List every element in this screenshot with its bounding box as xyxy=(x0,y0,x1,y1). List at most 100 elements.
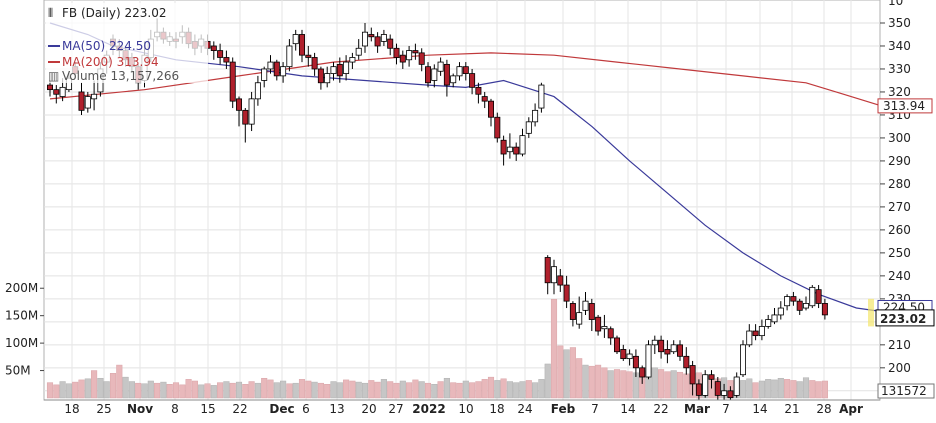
candle-body xyxy=(595,316,602,332)
candle-body xyxy=(809,286,816,307)
candle-body xyxy=(551,266,558,284)
volume-bar xyxy=(563,349,570,399)
candle-body xyxy=(639,367,646,378)
ma200-price-tag-label: 313.94 xyxy=(883,99,925,113)
ma50-legend-label: MA(50) 224.50 xyxy=(62,39,151,53)
candle-body xyxy=(620,349,627,360)
volume-bar xyxy=(424,382,432,399)
candle-body xyxy=(298,34,305,56)
volume-bar xyxy=(538,379,545,399)
last-price-tag-label: 223.02 xyxy=(880,312,926,326)
price-tick-label: 300 xyxy=(888,131,911,145)
candle-body xyxy=(658,339,665,353)
candle-body xyxy=(273,61,280,77)
volume-bar xyxy=(771,379,778,399)
candle-body xyxy=(78,91,85,111)
candle-body xyxy=(790,296,797,302)
date-tick-label: Mar xyxy=(684,402,710,416)
volume-bar xyxy=(815,381,822,399)
volume-bar xyxy=(418,381,425,399)
candle-body xyxy=(645,344,652,378)
volume-bar xyxy=(122,376,129,399)
volume-tick-label: 50M xyxy=(5,364,31,378)
candle-body xyxy=(563,284,570,302)
volume-bar xyxy=(500,378,507,399)
volume-bar xyxy=(103,381,110,399)
volume-bar xyxy=(765,379,772,399)
candle-body xyxy=(443,63,450,86)
volume-tag xyxy=(877,383,935,399)
grid-lines xyxy=(44,0,880,400)
candle-body xyxy=(280,66,287,77)
candle-body xyxy=(418,52,425,65)
price-tick-label: 270 xyxy=(888,200,911,214)
volume-bar xyxy=(179,384,186,399)
candle-body xyxy=(569,303,576,320)
date-tick-label: 22 xyxy=(653,402,668,416)
candle-body xyxy=(481,96,488,102)
date-tick-label: 2022 xyxy=(412,402,445,416)
date-tick-label: 8 xyxy=(171,402,179,416)
candle-body xyxy=(424,66,431,84)
price-tick-label: 10 xyxy=(888,0,903,8)
price-tick-label: 200 xyxy=(888,361,911,375)
candle-body xyxy=(525,121,532,134)
date-tick-label: 21 xyxy=(784,402,799,416)
volume-bar xyxy=(519,381,526,399)
last-price-tag xyxy=(875,309,935,327)
volume-bar xyxy=(355,381,362,399)
volume-bar xyxy=(746,378,753,399)
candle-icon: ⫴ xyxy=(48,6,53,20)
candle-body xyxy=(695,383,702,396)
candle-body xyxy=(784,296,791,307)
volume-bar xyxy=(431,384,438,399)
volume-bar xyxy=(613,369,621,399)
volume-bar xyxy=(557,345,564,399)
volume-bar xyxy=(166,384,173,399)
date-tick-label: 28 xyxy=(816,402,831,416)
candle-body xyxy=(487,100,494,118)
price-tick-label: 340 xyxy=(888,39,911,53)
price-tick-label: 250 xyxy=(888,246,911,260)
candle-body xyxy=(513,146,520,155)
date-axis: 18 25 Nov 8 15 22 Dec 6 13 20 27 2022 10 18 24 Feb 7 14 22… xyxy=(44,399,880,416)
candle-body xyxy=(261,68,268,81)
volume-bar xyxy=(147,380,154,399)
date-tick-label: 7 xyxy=(722,402,730,416)
date-tick-label: 20 xyxy=(361,402,376,416)
volume-bar xyxy=(311,381,318,399)
candle-body xyxy=(670,344,677,353)
candle-body xyxy=(588,303,595,320)
candle-body xyxy=(815,289,822,304)
volume-bar xyxy=(412,379,419,399)
volume-bar xyxy=(349,380,356,399)
price-axis: 1902002102202302402502602702802903003103… xyxy=(880,0,911,398)
volume-bar xyxy=(91,370,98,399)
volume-bar xyxy=(374,381,381,399)
volume-tick-label: 150M xyxy=(5,309,38,323)
candle-body xyxy=(393,47,400,58)
volume-tag-label: 131572 xyxy=(881,384,927,398)
date-tick-label: 10 xyxy=(458,402,473,416)
volume-bar xyxy=(254,382,261,399)
candle-body xyxy=(494,116,501,139)
volume-bar xyxy=(588,365,595,399)
candle-body xyxy=(59,86,66,97)
volume-bar xyxy=(84,378,91,399)
candle-body xyxy=(475,86,482,95)
volume-bar xyxy=(569,347,576,399)
volume-bar xyxy=(525,380,532,399)
candle-body xyxy=(462,66,469,74)
volume-tick-label: 100M xyxy=(5,336,38,350)
volume-bar xyxy=(46,382,54,399)
candle-body xyxy=(500,139,507,155)
candle-body xyxy=(519,135,526,155)
candle-body xyxy=(803,303,810,309)
candle-body xyxy=(210,45,217,51)
candle-body xyxy=(544,257,551,284)
volume-bar xyxy=(683,373,690,399)
candle-body xyxy=(437,61,444,72)
volume-bar xyxy=(658,369,665,399)
ma200-line xyxy=(49,52,882,107)
